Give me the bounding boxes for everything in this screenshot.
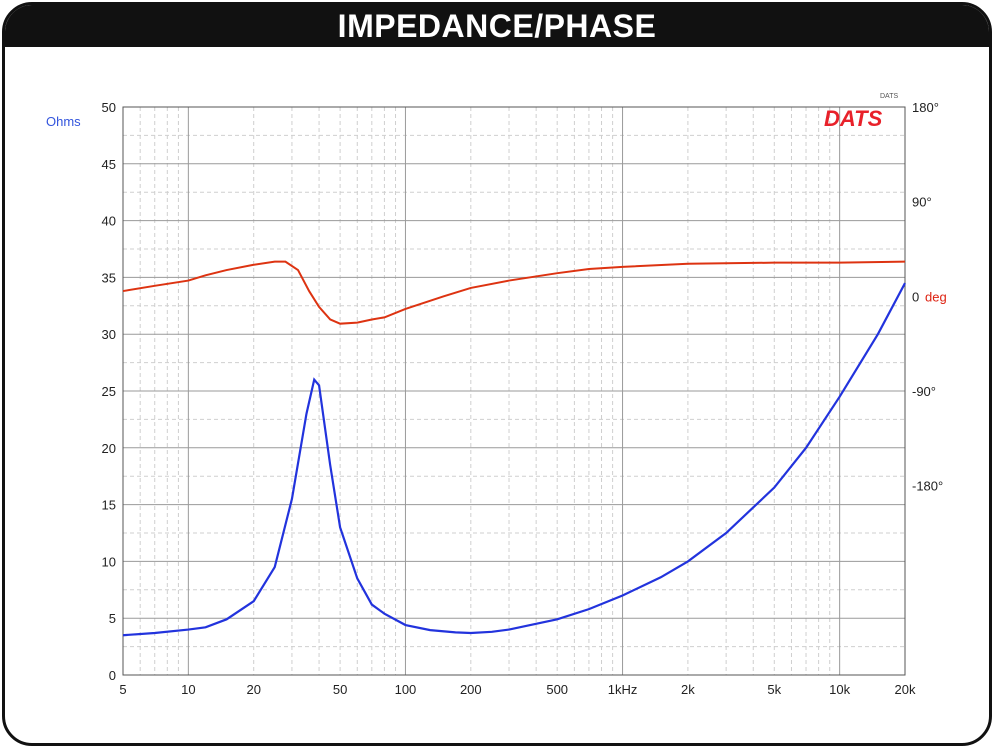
y-left-tick-label: 45: [102, 157, 116, 172]
y-left-tick-label: 40: [102, 214, 116, 229]
major-grid: [123, 106, 905, 676]
y-left-tick-label: 5: [109, 611, 116, 626]
y-left-tick-label: 30: [102, 327, 116, 342]
x-tick-label: 10: [181, 682, 195, 697]
x-tick-label: 10k: [829, 682, 850, 697]
phase-series-line: [122, 260, 906, 325]
y-left-tick-label: 35: [102, 270, 116, 285]
impedance-series-line: [122, 282, 906, 637]
x-tick-label: 5: [119, 682, 126, 697]
y-left-tick-label: 25: [102, 384, 116, 399]
x-tick-label: 50: [333, 682, 347, 697]
y-right-unit-label: deg: [925, 289, 947, 304]
dats-logo: DATS: [824, 106, 883, 131]
x-tick-labels: 5 10 20 50 100 200 500 1kHz 2k 5k 10k 20k: [119, 682, 916, 697]
x-tick-label: 500: [546, 682, 568, 697]
y-left-tick-label: 50: [102, 100, 116, 115]
y-left-tick-labels: 0 5 10 15 20 25 30 35 40 45 50: [102, 100, 116, 683]
y-right-tick-label: 90°: [912, 195, 932, 210]
x-tick-label: 200: [460, 682, 482, 697]
x-tick-label: 1kHz: [608, 682, 638, 697]
y-right-tick-label: -90°: [912, 384, 936, 399]
plot-border: [122, 106, 906, 676]
chart-title: IMPEDANCE/PHASE: [5, 5, 989, 47]
x-tick-label: 5k: [767, 682, 781, 697]
y-left-tick-label: 10: [102, 554, 116, 569]
dats-logo-superscript: DATS: [880, 93, 898, 100]
y-left-tick-label: 20: [102, 441, 116, 456]
y-right-tick-label: 0: [912, 289, 919, 304]
y-left-tick-label: 0: [109, 668, 116, 683]
x-tick-label: 20k: [895, 682, 916, 697]
x-tick-label: 20: [246, 682, 260, 697]
y-right-tick-label: 180°: [912, 100, 939, 115]
y-right-tick-label: -180°: [912, 479, 943, 494]
x-tick-label: 2k: [681, 682, 695, 697]
x-tick-label: 100: [395, 682, 417, 697]
y-left-tick-label: 15: [102, 498, 116, 513]
y-right-tick-labels: 180° 90° 0 deg -90° -180°: [912, 100, 947, 494]
y-left-unit-label: Ohms: [46, 114, 81, 129]
